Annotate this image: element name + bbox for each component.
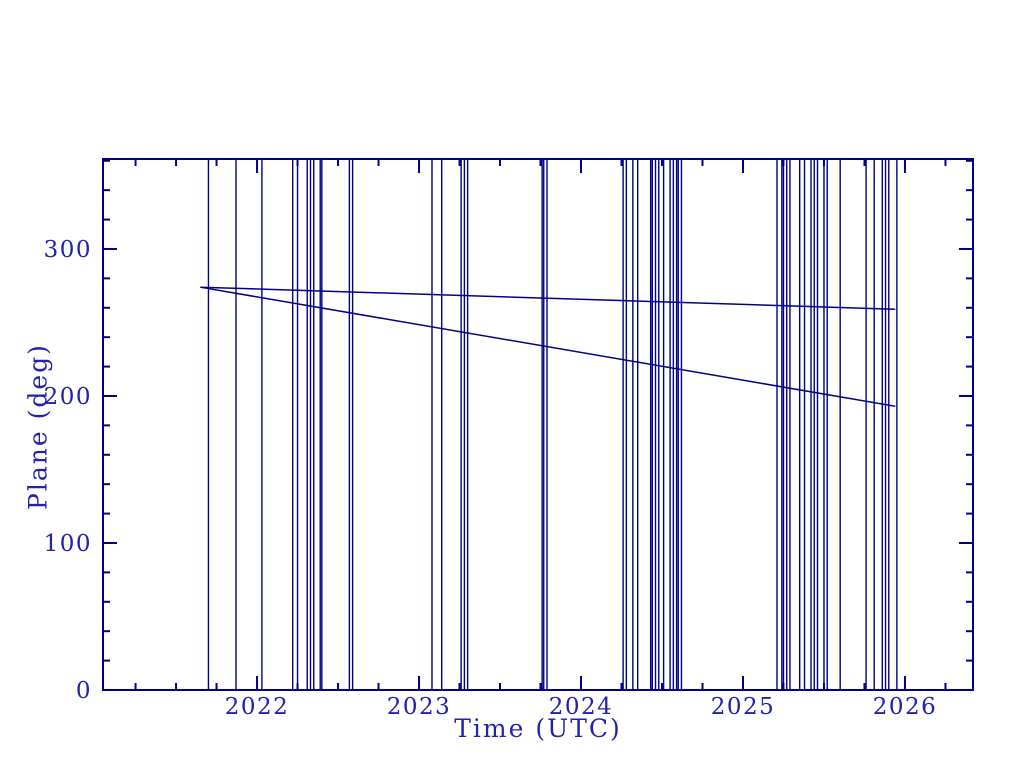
x-axis-title: Time (UTC) <box>454 714 622 743</box>
y-tick-label: 100 <box>44 531 92 557</box>
y-tick-label: 300 <box>44 237 92 263</box>
x-tick-label: 2025 <box>711 694 776 720</box>
x-tick-label: 2023 <box>387 694 452 720</box>
x-tick-label: 2026 <box>873 694 938 720</box>
plot-border <box>102 158 974 691</box>
y-tick-label: 0 <box>76 678 92 704</box>
x-tick-label: 2024 <box>549 694 614 720</box>
y-axis-title: Plane (deg) <box>23 343 53 510</box>
plane-angle-lower-track <box>200 286 896 408</box>
y-tick-label: 200 <box>44 384 92 410</box>
plane-angle-upper-track <box>200 286 896 310</box>
x-tick-label: 2022 <box>225 694 290 720</box>
